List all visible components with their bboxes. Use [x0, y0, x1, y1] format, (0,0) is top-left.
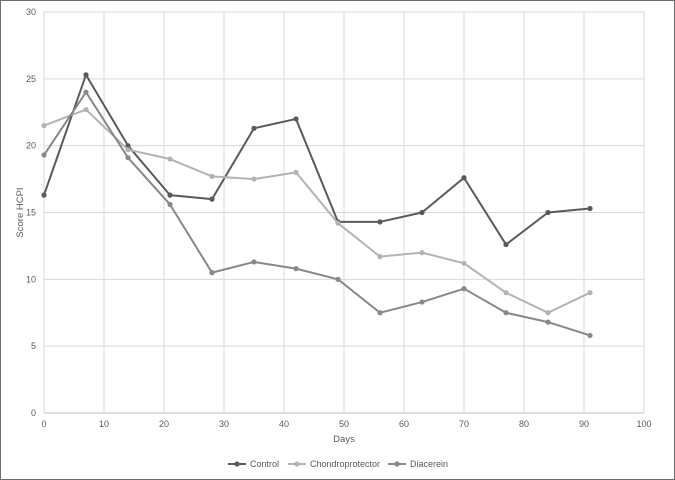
y-tick-label: 5: [31, 341, 36, 351]
legend-label: Chondroprotector: [310, 459, 380, 469]
data-point: [83, 72, 89, 78]
data-point: [461, 286, 467, 292]
legend: Control Chondroprotector Diacerein: [228, 459, 448, 469]
x-tick-label: 60: [399, 419, 409, 429]
data-point: [167, 192, 173, 198]
data-point: [125, 143, 131, 149]
axes: [43, 12, 644, 414]
x-tick-label: 70: [459, 419, 469, 429]
x-tick-label: 10: [99, 419, 109, 429]
data-point: [545, 310, 551, 316]
data-point: [377, 254, 383, 260]
data-point: [419, 209, 425, 216]
legend-item: Diacerein: [388, 459, 448, 469]
data-point: [209, 196, 215, 202]
data-point: [293, 116, 299, 122]
y-tick-label: 30: [26, 7, 36, 17]
legend-swatch-marker: [234, 461, 240, 467]
data-point: [209, 270, 215, 276]
x-tick-label: 80: [519, 419, 529, 429]
series-diacerein: [41, 89, 593, 339]
data-point: [503, 310, 509, 316]
x-tick-label: 20: [159, 419, 169, 429]
x-tick-label: 30: [219, 419, 229, 429]
data-point: [209, 173, 215, 180]
x-tick-label: 50: [339, 419, 349, 429]
data-point: [125, 147, 131, 153]
legend-label: Diacerein: [410, 459, 448, 469]
data-point: [335, 276, 341, 282]
x-tick-label: 100: [636, 419, 651, 429]
x-tick-label: 40: [279, 419, 289, 429]
data-point: [167, 156, 173, 162]
data-point: [503, 290, 509, 296]
data-point: [125, 155, 131, 161]
data-point: [377, 219, 383, 225]
data-point: [587, 332, 593, 339]
data-point: [461, 260, 467, 266]
series-control: [41, 72, 593, 248]
x-tick-label: 90: [579, 419, 589, 429]
data-point: [83, 106, 89, 113]
series-chondroprotector: [41, 106, 593, 316]
data-point: [83, 89, 89, 95]
data-point: [419, 299, 425, 305]
data-point: [251, 259, 257, 265]
data-point: [41, 192, 47, 198]
data-point: [335, 220, 341, 226]
data-point: [293, 266, 299, 272]
y-tick-label: 25: [26, 74, 36, 84]
data-point: [545, 319, 551, 325]
x-tick-label: 0: [41, 419, 46, 429]
data-point: [251, 176, 257, 182]
legend-label: Control: [250, 459, 279, 469]
series-line: [43, 91, 591, 337]
data-point: [41, 123, 47, 129]
data-point: [167, 201, 173, 208]
data-point: [251, 125, 257, 131]
data-point: [377, 310, 383, 316]
y-tick-labels: 0 5 10 15 20 25 30: [26, 7, 36, 418]
series-group: [41, 72, 593, 339]
data-point: [419, 250, 425, 256]
x-axis-title: Days: [333, 434, 355, 445]
y-tick-label: 15: [26, 208, 36, 218]
y-tick-label: 10: [26, 274, 36, 284]
x-tick-labels: 0 10 20 30 40 50 60 70 80 90 100: [41, 419, 651, 429]
data-point: [545, 209, 551, 216]
data-point: [293, 169, 299, 175]
y-tick-label: 20: [26, 141, 36, 151]
series-line: [43, 108, 591, 314]
data-point: [503, 241, 509, 248]
legend-swatch-marker: [394, 461, 400, 467]
y-tick-label: 0: [31, 408, 36, 418]
legend-item: Chondroprotector: [288, 459, 380, 469]
data-point: [587, 290, 593, 296]
data-point: [587, 205, 593, 212]
data-point: [461, 175, 467, 181]
y-axis-title: Score HCPI: [15, 187, 26, 237]
data-point: [41, 152, 47, 158]
gridlines: [44, 11, 645, 413]
legend-swatch-marker: [294, 461, 300, 467]
legend-item: Control: [228, 459, 279, 469]
series-line: [43, 73, 591, 246]
